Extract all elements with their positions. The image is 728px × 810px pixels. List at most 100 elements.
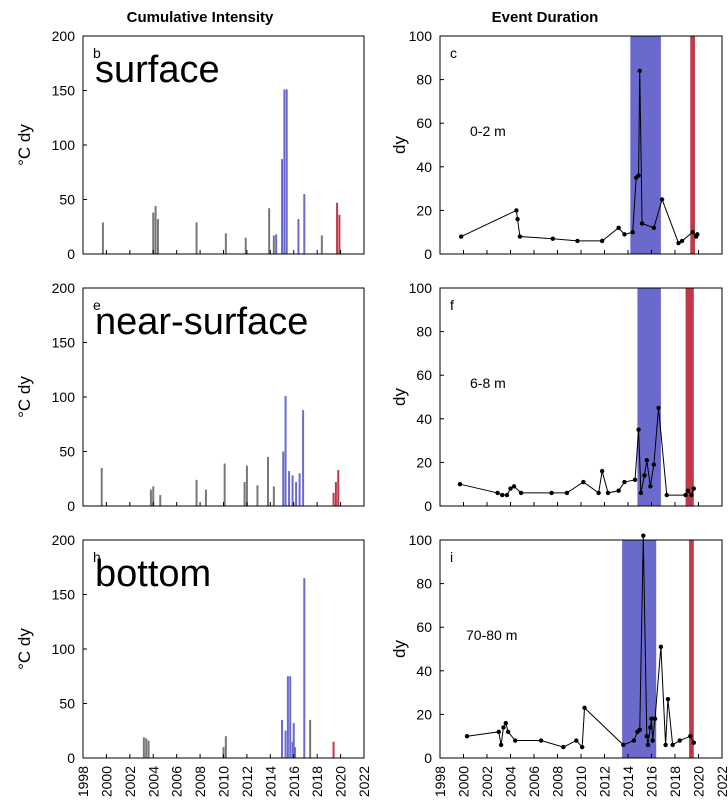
y-tick-label: 0 bbox=[424, 246, 432, 262]
data-point bbox=[665, 696, 671, 702]
y-tick-label: 0 bbox=[67, 750, 75, 766]
data-point bbox=[683, 492, 688, 498]
data-point bbox=[636, 173, 641, 178]
x-tick-label: 2016 bbox=[644, 766, 660, 797]
y-tick-label: 100 bbox=[52, 137, 76, 153]
data-point bbox=[621, 742, 626, 748]
panel-letter: c bbox=[450, 45, 457, 61]
data-point bbox=[501, 725, 506, 730]
data-point bbox=[695, 232, 700, 237]
y-tick-label: 20 bbox=[416, 706, 432, 722]
data-point bbox=[596, 490, 601, 496]
data-point bbox=[637, 68, 642, 74]
data-point bbox=[631, 738, 637, 743]
x-tick-label: 2020 bbox=[691, 766, 707, 797]
x-tick-label: 2010 bbox=[216, 766, 232, 797]
y-axis-label: °C dy bbox=[15, 124, 34, 166]
data-point bbox=[622, 232, 627, 237]
x-tick-label: 2012 bbox=[597, 766, 613, 797]
x-tick-label: 2008 bbox=[192, 766, 208, 797]
x-tick-label: 2012 bbox=[239, 766, 255, 797]
title-event-duration: Event Duration bbox=[492, 9, 599, 26]
x-tick-label: 1998 bbox=[432, 766, 448, 797]
data-point bbox=[691, 486, 696, 491]
x-tick-label: 2004 bbox=[145, 766, 161, 797]
x-tick-label: 2006 bbox=[169, 766, 185, 797]
data-point bbox=[622, 479, 627, 485]
x-tick-label: 2018 bbox=[667, 766, 683, 797]
data-point bbox=[648, 484, 653, 489]
data-point bbox=[644, 458, 649, 463]
x-tick-label: 1998 bbox=[75, 766, 91, 797]
data-point bbox=[605, 490, 611, 496]
y-tick-label: 20 bbox=[416, 202, 432, 218]
data-point bbox=[579, 744, 585, 750]
data-point bbox=[632, 477, 638, 483]
panel-letter: f bbox=[450, 297, 454, 313]
axes-box bbox=[439, 35, 723, 255]
data-point bbox=[616, 488, 621, 493]
data-point bbox=[652, 716, 658, 721]
y-tick-label: 20 bbox=[416, 454, 432, 470]
shade-red-band bbox=[690, 36, 695, 254]
y-tick-label: 0 bbox=[424, 498, 432, 514]
data-point bbox=[664, 492, 669, 498]
data-point bbox=[637, 727, 642, 732]
panel-letter: e bbox=[93, 297, 101, 313]
y-tick-label: 60 bbox=[416, 115, 432, 131]
data-point bbox=[670, 742, 675, 748]
panel-c: 0 20 40 60 80 100 dy c 0-2 m bbox=[390, 28, 723, 262]
data-point bbox=[495, 490, 500, 496]
x-tick-label: 2014 bbox=[620, 766, 636, 797]
axes-box bbox=[439, 287, 723, 507]
y-tick-label: 50 bbox=[59, 444, 75, 460]
data-point bbox=[636, 427, 641, 432]
shade-blue-band bbox=[637, 288, 661, 506]
data-point bbox=[685, 488, 691, 493]
x-tick-label: 2006 bbox=[526, 766, 542, 797]
data-point bbox=[649, 716, 654, 721]
data-point bbox=[638, 490, 644, 496]
y-tick-label: 150 bbox=[52, 587, 76, 603]
depth-big-label: near-surface bbox=[95, 301, 308, 343]
data-point bbox=[457, 482, 463, 487]
data-point bbox=[564, 490, 570, 496]
y-tick-label: 40 bbox=[416, 159, 432, 175]
data-point bbox=[630, 230, 635, 235]
data-point bbox=[538, 738, 544, 743]
depth-range-label: 0-2 m bbox=[470, 123, 506, 139]
data-point bbox=[691, 740, 696, 745]
data-point bbox=[549, 490, 554, 496]
data-point bbox=[503, 720, 508, 726]
data-point bbox=[550, 236, 555, 241]
y-tick-label: 80 bbox=[416, 576, 432, 592]
y-tick-label: 100 bbox=[409, 280, 433, 296]
data-point bbox=[508, 486, 513, 491]
depth-big-label: bottom bbox=[95, 553, 211, 595]
data-point bbox=[561, 744, 566, 750]
shade-blue-band bbox=[630, 36, 661, 254]
data-point bbox=[651, 462, 657, 467]
y-axis-label: dy bbox=[390, 640, 409, 658]
panel-f: 0 20 40 60 80 100 dy f 6-8 m bbox=[390, 280, 723, 514]
y-tick-label: 200 bbox=[52, 28, 76, 44]
depth-range-label: 6-8 m bbox=[470, 375, 506, 391]
y-tick-label: 50 bbox=[59, 696, 75, 712]
y-tick-label: 40 bbox=[416, 411, 432, 427]
data-point bbox=[677, 738, 682, 743]
data-point bbox=[650, 738, 655, 743]
y-tick-label: 100 bbox=[52, 641, 76, 657]
x-tick-label: 2020 bbox=[333, 766, 349, 797]
panel-letter: b bbox=[93, 45, 101, 61]
y-tick-label: 80 bbox=[416, 72, 432, 88]
axes-box bbox=[439, 539, 723, 759]
y-tick-label: 0 bbox=[67, 246, 75, 262]
data-point bbox=[498, 742, 504, 748]
y-axis-label: dy bbox=[390, 136, 409, 154]
data-point bbox=[515, 216, 520, 222]
data-point bbox=[518, 490, 524, 496]
y-tick-label: 100 bbox=[409, 532, 433, 548]
x-tick-label: 2016 bbox=[286, 766, 302, 797]
panel-letter: i bbox=[450, 549, 453, 565]
